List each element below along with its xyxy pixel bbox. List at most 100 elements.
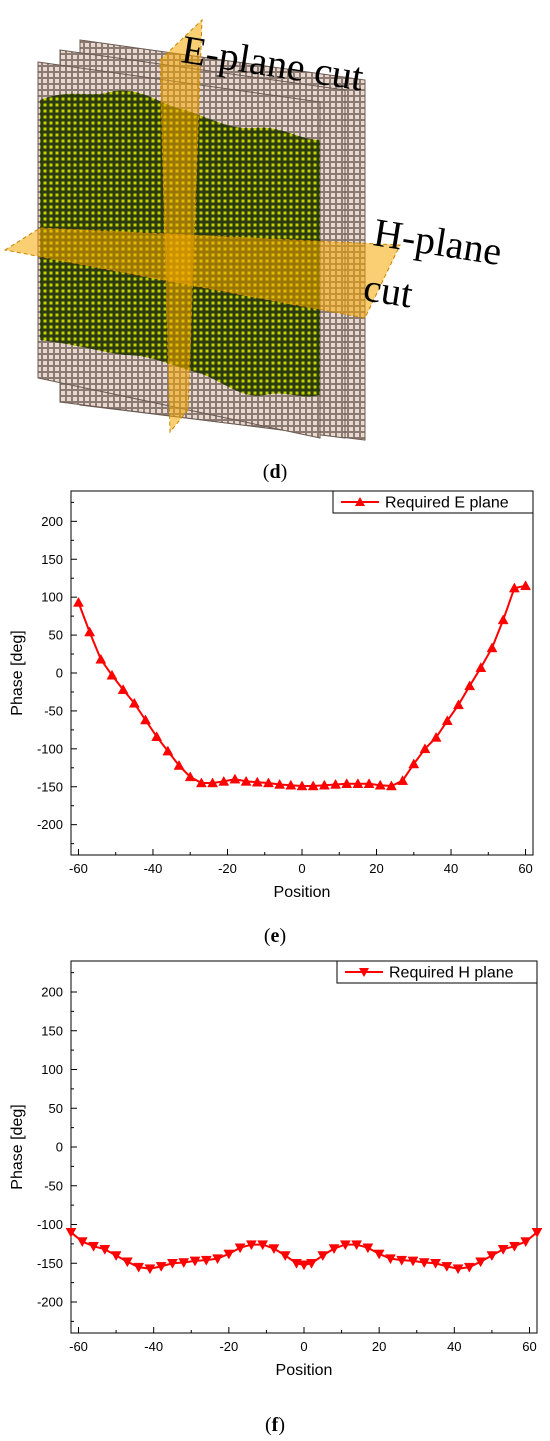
- legend-marker-f: [359, 968, 369, 977]
- y-tick-label-f: 0: [56, 1140, 63, 1155]
- data-point-e: [341, 778, 353, 788]
- data-point-e: [240, 775, 252, 786]
- data-point-f: [99, 1245, 111, 1255]
- data-point-f: [212, 1254, 223, 1265]
- x-axis-label-e: Position: [274, 884, 331, 901]
- data-point-e: [296, 780, 308, 791]
- data-point-f: [317, 1251, 329, 1262]
- data-point-e: [229, 773, 241, 784]
- data-point-e: [307, 780, 319, 791]
- data-point-f: [362, 1243, 374, 1254]
- data-point-f: [520, 1237, 532, 1248]
- data-point-e: [385, 780, 397, 791]
- x-tick-label-e: 40: [444, 861, 458, 876]
- data-point-e: [475, 662, 487, 672]
- e-plane-cut: [159, 18, 203, 434]
- data-point-e: [274, 778, 286, 789]
- data-point-e: [397, 775, 409, 785]
- x-tick-label-f: -20: [219, 1339, 238, 1354]
- data-point-f: [144, 1264, 156, 1275]
- y-tick-label-f: -200: [37, 1295, 63, 1310]
- data-point-e: [162, 745, 174, 756]
- legend-box-e: [332, 490, 534, 514]
- y-tick-label-f: 150: [41, 1023, 63, 1038]
- data-point-e: [285, 779, 297, 790]
- data-point-f: [167, 1259, 178, 1269]
- data-point-e: [363, 778, 375, 788]
- legend-label-e: Required E plane: [385, 495, 509, 512]
- data-point-e: [195, 777, 207, 788]
- data-point-f: [76, 1237, 88, 1248]
- x-tick-label-e: 60: [518, 861, 532, 876]
- data-point-e: [207, 777, 219, 788]
- data-point-e: [140, 714, 151, 725]
- data-point-f: [430, 1259, 441, 1269]
- y-tick-label-e: -200: [37, 817, 63, 832]
- x-axis-label-f: Position: [276, 1362, 333, 1379]
- x-tick-label-f: -40: [144, 1339, 163, 1354]
- data-point-e: [95, 653, 107, 664]
- y-tick-label-f: -150: [37, 1256, 63, 1271]
- y-tick-label-f: 50: [49, 1101, 63, 1116]
- data-point-f: [531, 1228, 543, 1238]
- data-point-f: [373, 1249, 385, 1260]
- x-tick-label-e: 0: [298, 861, 305, 876]
- y-axis-label-e: Phase [deg]: [9, 630, 26, 715]
- data-point-e: [330, 778, 341, 789]
- x-tick-label-f: 20: [372, 1339, 386, 1354]
- data-point-f: [441, 1262, 453, 1272]
- x-tick-label-f: 0: [300, 1339, 307, 1354]
- data-point-f: [339, 1240, 351, 1251]
- data-point-e: [84, 626, 96, 637]
- data-point-e: [419, 743, 431, 754]
- data-point-f: [133, 1262, 145, 1273]
- y-tick-label-f: 200: [41, 985, 63, 1000]
- data-point-e: [408, 758, 420, 769]
- caption-letter-e: e: [271, 925, 280, 947]
- data-point-f: [178, 1258, 190, 1268]
- data-point-e: [453, 699, 464, 710]
- data-point-f: [396, 1255, 408, 1266]
- data-point-e: [520, 580, 531, 591]
- data-point-f: [234, 1243, 246, 1254]
- data-point-e: [106, 669, 118, 680]
- data-point-f: [385, 1254, 396, 1265]
- data-point-f: [200, 1255, 212, 1266]
- data-point-f: [155, 1262, 167, 1272]
- caption-d-letter: d: [269, 461, 280, 483]
- data-point-e: [184, 771, 196, 782]
- x-tick-label-f: 40: [447, 1339, 461, 1354]
- data-point-e: [430, 731, 442, 742]
- data-point-e: [464, 680, 476, 691]
- data-point-e: [251, 776, 263, 787]
- data-point-f: [306, 1259, 317, 1269]
- caption-letter-f: f: [272, 1414, 279, 1436]
- y-tick-label-f: -100: [37, 1217, 63, 1232]
- series-line-e: [77, 584, 526, 788]
- data-point-f: [121, 1257, 133, 1268]
- y-axis-label-f: Phase [deg]: [9, 1104, 26, 1189]
- legend-label-f: Required H plane: [389, 965, 514, 982]
- data-point-f: [452, 1264, 464, 1275]
- data-point-f: [509, 1241, 520, 1252]
- data-point-f: [486, 1251, 498, 1262]
- y-tick-label-f: 100: [41, 1062, 63, 1077]
- data-point-f: [268, 1244, 280, 1255]
- data-point-e: [318, 779, 330, 790]
- caption-d: (d): [263, 461, 287, 483]
- data-point-f: [223, 1249, 235, 1260]
- data-point-e: [508, 582, 520, 593]
- x-tick-label-f: -60: [69, 1339, 88, 1354]
- h-plane-label-line2: cut: [361, 264, 416, 316]
- y-tick-label-e: 100: [41, 590, 63, 605]
- y-tick-label-e: 50: [49, 628, 63, 643]
- data-point-e: [128, 697, 140, 708]
- caption-f: (f): [265, 1414, 285, 1436]
- data-point-f: [497, 1245, 509, 1255]
- y-tick-label-e: 200: [41, 514, 63, 529]
- data-point-f: [189, 1256, 201, 1267]
- data-point-f: [291, 1259, 302, 1269]
- data-point-f: [418, 1258, 430, 1268]
- data-point-f: [475, 1257, 487, 1268]
